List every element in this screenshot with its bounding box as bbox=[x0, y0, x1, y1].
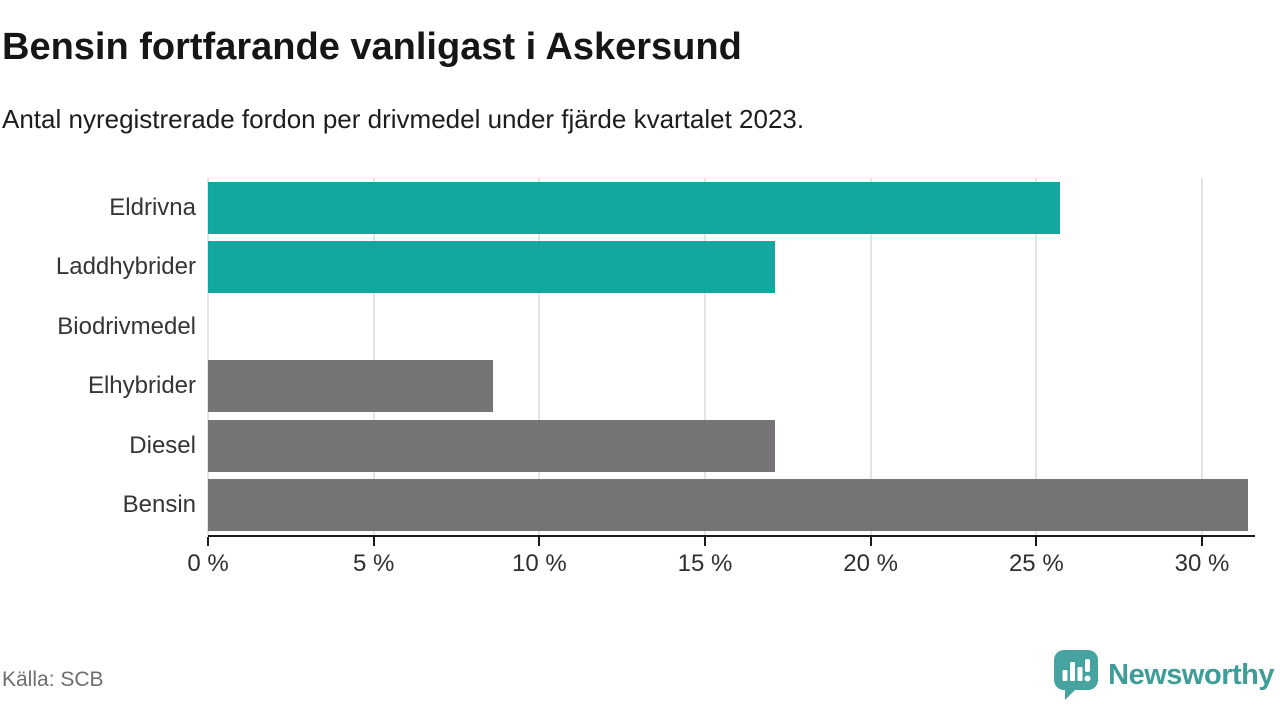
gridline bbox=[703, 178, 706, 535]
category-label: Diesel bbox=[129, 431, 196, 459]
x-axis-tick bbox=[538, 537, 541, 546]
bar-laddhybrider bbox=[208, 241, 775, 294]
bar-chart: Eldrivna Laddhybrider Biodrivmedel Elhybrid… bbox=[0, 178, 1280, 578]
gridline bbox=[1035, 178, 1038, 535]
x-axis-tick-label: 15 % bbox=[677, 550, 733, 577]
x-axis-line bbox=[208, 535, 1255, 537]
x-axis-tick bbox=[1200, 537, 1203, 546]
newsworthy-logo: Newsworthy bbox=[1054, 650, 1274, 700]
x-axis-tick-label: 20 % bbox=[843, 550, 898, 577]
x-axis-tick-label: 0 % bbox=[187, 550, 229, 577]
bar-bensin bbox=[208, 479, 1249, 532]
x-axis-tick bbox=[1035, 537, 1038, 546]
bar-elhybrider bbox=[208, 360, 493, 413]
source-note: Källa: SCB bbox=[2, 668, 104, 691]
gridline bbox=[869, 178, 872, 535]
page-subtitle: Antal nyregistrerade fordon per drivmede… bbox=[2, 104, 805, 134]
x-axis-tick-label: 30 % bbox=[1174, 550, 1230, 577]
plot-area: 0 % 5 % 10 % 15 % 20 % 25 % 30 % bbox=[187, 178, 1255, 577]
category-axis: Eldrivna Laddhybrider Biodrivmedel Elhybrid… bbox=[0, 178, 196, 535]
x-axis-tick-label: 10 % bbox=[511, 550, 567, 577]
x-axis-tick bbox=[207, 537, 209, 546]
gridline bbox=[1200, 178, 1203, 535]
gridline bbox=[372, 178, 375, 535]
x-axis-tick-label: 5 % bbox=[352, 550, 395, 577]
category-label: Laddhybrider bbox=[55, 253, 196, 281]
page-title: Bensin fortfarande vanligast i Askersund bbox=[2, 26, 742, 68]
category-label: Eldrivna bbox=[109, 193, 196, 221]
category-label: Elhybrider bbox=[87, 372, 196, 400]
newsworthy-wordmark: Newsworthy bbox=[1108, 658, 1274, 691]
x-axis-tick bbox=[703, 537, 706, 546]
bar-diesel bbox=[208, 419, 775, 472]
bar-eldrivna bbox=[208, 181, 1060, 234]
x-axis-tick bbox=[869, 537, 872, 546]
newsworthy-icon bbox=[1054, 650, 1099, 700]
x-axis-tick bbox=[372, 537, 375, 546]
x-axis-tick-label: 25 % bbox=[1008, 550, 1064, 577]
gridline bbox=[538, 178, 541, 535]
gridline bbox=[207, 178, 209, 535]
category-label: Bensin bbox=[122, 491, 196, 519]
category-label: Biodrivmedel bbox=[57, 312, 196, 340]
